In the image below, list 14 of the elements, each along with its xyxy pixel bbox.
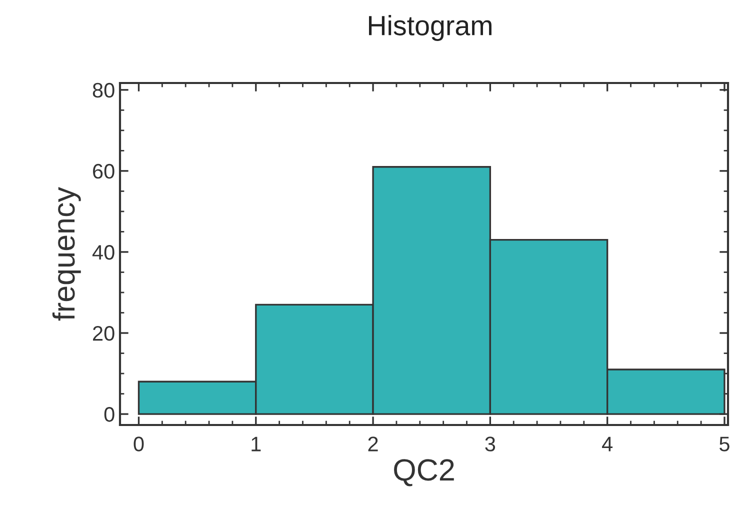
- x-tick-label: 0: [134, 436, 144, 452]
- x-tick-label: 4: [602, 436, 613, 452]
- y-tick-label: 20: [93, 326, 114, 341]
- x-tick-label: 3: [485, 436, 496, 452]
- y-axis-title: frequency: [52, 186, 81, 321]
- x-tick-label: 2: [368, 436, 378, 452]
- y-tick-label: 40: [92, 244, 114, 260]
- x-tick-label: 1: [252, 436, 261, 452]
- y-tick-label: 60: [93, 164, 114, 179]
- x-tick-label: 5: [720, 436, 730, 452]
- chart-title: Histogram: [368, 15, 492, 41]
- x-axis-title: QC2: [394, 459, 454, 486]
- y-tick-label: 0: [104, 407, 114, 422]
- y-tick-label: 80: [92, 82, 114, 98]
